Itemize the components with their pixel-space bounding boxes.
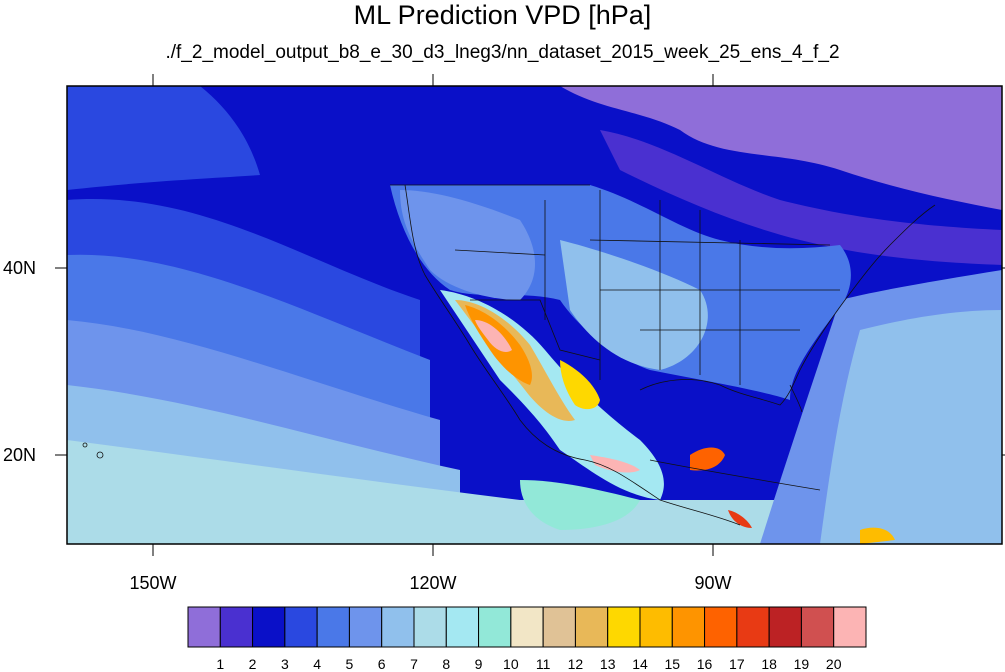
colorbar-swatch [316, 606, 350, 648]
colorbar-label: 15 [664, 656, 681, 672]
colorbar-swatch [736, 606, 770, 648]
colorbar-swatch [348, 606, 383, 648]
colorbar-label: 17 [729, 656, 745, 672]
colorbar-label: 6 [377, 656, 386, 672]
colorbar-label: 12 [567, 656, 584, 672]
lon-label-150w: 150W [129, 573, 177, 593]
colorbar-swatch [574, 606, 609, 648]
colorbar-label: 2 [248, 656, 257, 672]
axis-ticks [55, 74, 1005, 556]
colorbar-label: 1 [216, 656, 225, 672]
lon-label-120w: 120W [409, 573, 457, 593]
colorbar-swatch [704, 606, 738, 648]
band-20-sw [475, 320, 512, 352]
colorbar-swatch [510, 606, 544, 648]
colorbar-label: 18 [761, 656, 777, 672]
lat-label-20n: 20N [3, 445, 37, 465]
colorbar-label: 14 [632, 656, 648, 672]
colorbar-label: 3 [280, 656, 289, 672]
lon-label-90w: 90W [694, 573, 732, 593]
band-1 [560, 86, 1002, 210]
band-20-mex [590, 455, 640, 473]
colorbar-label: 7 [410, 656, 418, 672]
colorbar-swatch [671, 606, 706, 648]
chart-subtitle: ./f_2_model_output_b8_e_30_d3_lneg3/nn_d… [165, 42, 840, 63]
colorbar-label: 11 [535, 656, 551, 672]
us-plains [560, 240, 708, 370]
colorbar-label: 8 [442, 656, 451, 672]
colorbar-swatch [607, 606, 641, 648]
colorbar-swatch [833, 606, 867, 648]
colorbar-label: 13 [599, 656, 616, 672]
colorbar-swatch [445, 606, 480, 648]
colorbar-swatch [381, 606, 415, 648]
coastlines [82, 184, 936, 526]
colorbar-swatch [639, 606, 673, 648]
colorbar-swatch [768, 606, 802, 648]
band-10-pac [520, 480, 640, 530]
colorbar-swatch [478, 606, 512, 648]
colorbar-swatch [187, 606, 221, 648]
colorbar-label: 9 [474, 656, 483, 672]
colorbar [187, 606, 867, 648]
colorbar-label: 16 [696, 656, 713, 672]
chart-title: ML Prediction VPD [hPa] [353, 0, 652, 30]
vpd-field [67, 86, 1002, 544]
band-17-cam [690, 447, 725, 471]
band-2 [600, 130, 1002, 265]
colorbar-label: 5 [345, 656, 354, 672]
map-frame [66, 85, 1003, 545]
colorbar-swatch [252, 606, 286, 648]
colorbar-label: 19 [793, 656, 810, 672]
colorbar-swatch [219, 606, 254, 648]
colorbar-swatch [284, 606, 318, 648]
band-4-north [67, 86, 260, 190]
band-15-car [860, 527, 895, 544]
colorbar-label: 10 [503, 656, 519, 672]
colorbar-swatch [413, 606, 447, 648]
band-14-mex [560, 360, 600, 410]
band-7-east [820, 310, 1002, 544]
colorbar-label: 4 [313, 656, 322, 672]
us-west [400, 190, 535, 300]
colorbar-label: 20 [825, 656, 842, 672]
colorbar-swatch [542, 606, 576, 648]
band-18-cam [728, 510, 752, 528]
colorbar-swatch [800, 606, 835, 648]
lat-label-40n: 40N [3, 258, 37, 278]
